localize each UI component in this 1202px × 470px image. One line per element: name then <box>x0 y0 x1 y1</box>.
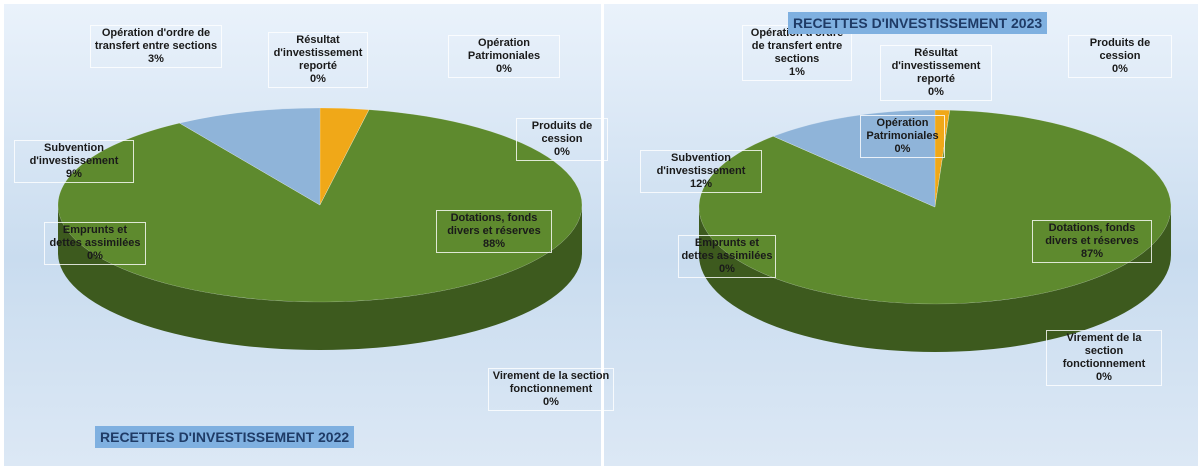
label-value: 0% <box>928 86 944 98</box>
label-name: Emprunts et dettes assimilées <box>681 237 773 262</box>
label-value: 0% <box>543 396 559 408</box>
label-name: Opération d'ordre de transfert entre sec… <box>94 27 218 52</box>
data-label: Emprunts et dettes assimilées 0% <box>44 222 146 265</box>
data-label: Subvention d'investissement 9% <box>14 140 134 183</box>
label-name: Dotations, fonds divers et réserves <box>447 212 541 237</box>
label-value: 0% <box>496 63 512 75</box>
pie-slice <box>57 109 583 303</box>
label-name: Opération Patrimoniales <box>866 117 939 142</box>
label-name: Subvention d'investissement <box>29 142 119 167</box>
label-name: Dotations, fonds divers et réserves <box>1045 222 1139 247</box>
pie-slice <box>178 107 321 206</box>
pie-side <box>699 207 1171 352</box>
label-value: 87% <box>1080 248 1104 260</box>
label-value: 12% <box>689 178 713 190</box>
data-label: Produits de cession 0% <box>516 118 608 161</box>
label-name: Subvention d'investissement <box>656 152 746 177</box>
label-name: Résultat d'investissement reporté <box>273 34 363 72</box>
label-value: 0% <box>894 143 911 155</box>
data-label: Subvention d'investissement 12% <box>640 150 762 193</box>
label-value: 88% <box>482 238 506 250</box>
label-name: Emprunts et dettes assimilées <box>49 224 141 249</box>
label-name: Virement de la section fonctionnement <box>492 370 610 395</box>
label-value: 3% <box>148 53 164 65</box>
label-name: Virement de la section fonctionnement <box>1062 332 1146 370</box>
pie-slice <box>319 107 370 206</box>
data-label: Produits de cession 0% <box>1068 35 1172 78</box>
label-name: Produits de cession <box>1089 37 1151 62</box>
label-value: 0% <box>310 73 326 85</box>
data-label: Dotations, fonds divers et réserves 88% <box>436 210 552 253</box>
data-label: Dotations, fonds divers et réserves 87% <box>1032 220 1152 263</box>
data-label: Opération d'ordre de transfert entre sec… <box>90 25 222 68</box>
label-name: Résultat d'investissement reporté <box>891 47 981 85</box>
label-value: 0% <box>1112 63 1128 75</box>
data-label: Résultat d'investissement reporté 0% <box>268 32 368 88</box>
label-value: 9% <box>66 168 82 180</box>
data-label: Virement de la section fonctionnement 0% <box>488 368 614 411</box>
chart-title: RECETTES D'INVESTISSEMENT 2022 <box>95 426 355 448</box>
data-label: Opération Patrimoniales 0% <box>860 115 945 158</box>
data-label: Résultat d'investissement reporté 0% <box>880 45 992 101</box>
data-label: Emprunts et dettes assimilées 0% <box>678 235 776 278</box>
label-name: Produits de cession <box>531 120 593 145</box>
label-value: 0% <box>87 250 103 262</box>
label-value: 0% <box>554 146 570 158</box>
label-value: 1% <box>789 66 805 78</box>
label-value: 0% <box>1096 371 1112 383</box>
data-label: Opération Patrimoniales 0% <box>448 35 560 78</box>
pie-slice <box>772 109 936 208</box>
data-label: Virement de la section fonctionnement 0% <box>1046 330 1162 386</box>
pie-slice <box>698 109 1172 305</box>
pie-slice <box>934 109 951 208</box>
label-value: 0% <box>719 263 735 275</box>
chart-title: RECETTES D'INVESTISSEMENT 2023 <box>788 12 1048 34</box>
pie-side <box>58 205 582 350</box>
label-name: Opération Patrimoniales <box>467 37 541 62</box>
